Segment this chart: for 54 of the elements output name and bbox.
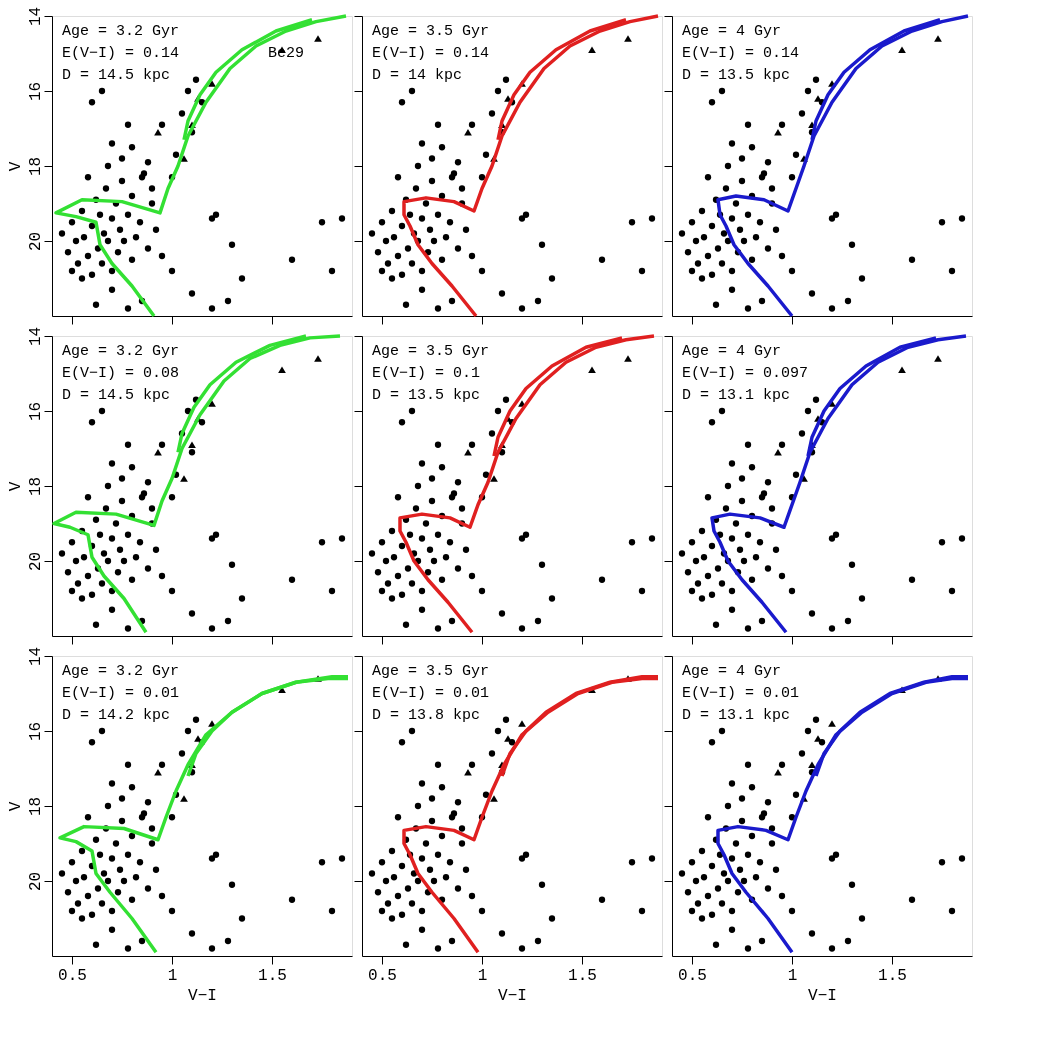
annotation: Age = 3.5 Gyr xyxy=(372,343,490,360)
annotation: Age = 3.5 Gyr xyxy=(372,23,490,40)
y-tick-label: 14 xyxy=(26,646,45,667)
y-tick-label: 14 xyxy=(26,6,45,27)
annotation: D = 13.1 kpc xyxy=(682,387,791,404)
annotation: Age = 3.5 Gyr xyxy=(372,663,490,680)
annotation: Age = 4 Gyr xyxy=(682,343,782,360)
annotation: D = 14.5 kpc xyxy=(62,387,171,404)
y-tick-label: 16 xyxy=(26,721,45,742)
x-tick-label: 1.5 xyxy=(258,966,287,985)
annotation: E(V−I) = 0.01 xyxy=(372,685,490,702)
x-tick-label: 1.5 xyxy=(568,966,597,985)
y-tick-label: 20 xyxy=(26,551,45,572)
x-tick-label: 0.5 xyxy=(368,966,397,985)
x-axis-title: V−I xyxy=(498,986,527,1005)
annotation: D = 13.5 kpc xyxy=(372,387,481,404)
y-axis-title: V xyxy=(6,801,25,812)
annotation: D = 14.2 kpc xyxy=(62,707,171,724)
annotation: E(V−I) = 0.097 xyxy=(682,365,809,382)
annotation: E(V−I) = 0.01 xyxy=(62,685,180,702)
annotation: Age = 3.2 Gyr xyxy=(62,23,180,40)
y-tick-label: 18 xyxy=(26,156,45,177)
annotation: E(V−I) = 0.14 xyxy=(682,45,800,62)
annotation: D = 13.5 kpc xyxy=(682,67,791,84)
annotation: D = 13.1 kpc xyxy=(682,707,791,724)
y-tick-label: 20 xyxy=(26,231,45,252)
y-tick-label: 16 xyxy=(26,401,45,422)
annotation: D = 14 kpc xyxy=(372,67,463,84)
x-axis-title: V−I xyxy=(808,986,837,1005)
annotation: E(V−I) = 0.1 xyxy=(372,365,481,382)
y-axis-title: V xyxy=(6,161,25,172)
x-tick-label: 1 xyxy=(477,966,488,985)
annotation: Age = 4 Gyr xyxy=(682,23,782,40)
y-tick-label: 18 xyxy=(26,796,45,817)
annotation: E(V−I) = 0.14 xyxy=(62,45,180,62)
x-tick-label: 1 xyxy=(787,966,798,985)
annotation: D = 13.8 kpc xyxy=(372,707,481,724)
x-tick-label: 0.5 xyxy=(58,966,87,985)
annotation: D = 14.5 kpc xyxy=(62,67,171,84)
x-tick-label: 1 xyxy=(167,966,178,985)
y-tick-label: 16 xyxy=(26,81,45,102)
annotation: Age = 4 Gyr xyxy=(682,663,782,680)
y-tick-label: 20 xyxy=(26,871,45,892)
y-axis-title: V xyxy=(6,481,25,492)
annotation: Age = 3.2 Gyr xyxy=(62,663,180,680)
x-axis-title: V−I xyxy=(188,986,217,1005)
annotation: E(V−I) = 0.14 xyxy=(372,45,490,62)
annotation: Age = 3.2 Gyr xyxy=(62,343,180,360)
annotation: E(V−I) = 0.01 xyxy=(682,685,800,702)
x-tick-label: 0.5 xyxy=(678,966,707,985)
x-tick-label: 1.5 xyxy=(878,966,907,985)
y-tick-label: 18 xyxy=(26,476,45,497)
annotation: E(V−I) = 0.08 xyxy=(62,365,180,382)
y-tick-label: 14 xyxy=(26,326,45,347)
